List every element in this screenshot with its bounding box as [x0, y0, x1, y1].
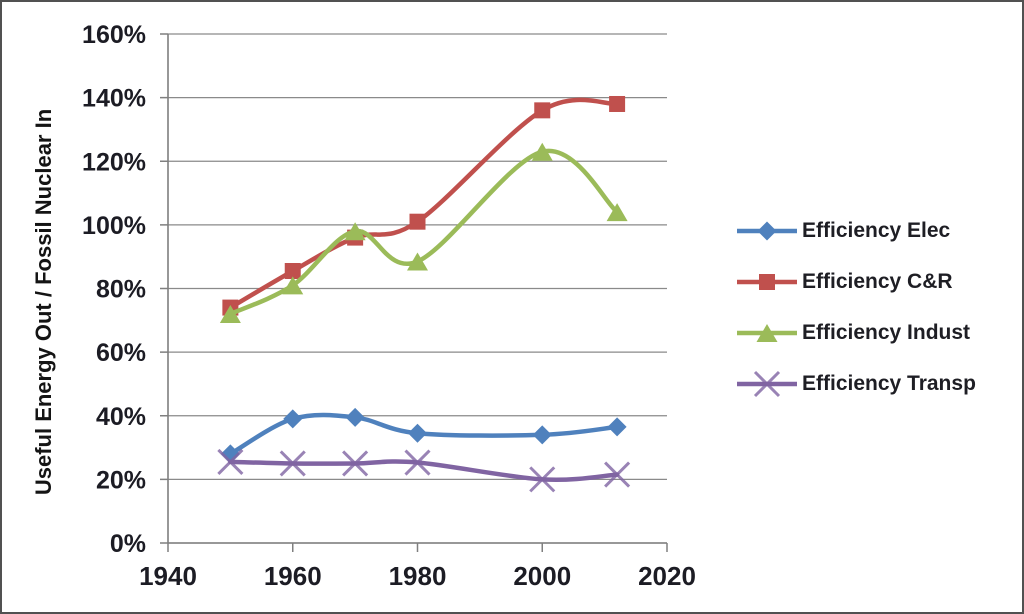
series-marker-efficiency-indust	[606, 203, 628, 222]
series-marker-efficiency-c-r	[284, 263, 301, 280]
series-marker-efficiency-indust	[219, 304, 241, 323]
x-tick-label: 1940	[139, 561, 197, 591]
y-tick-label: 80%	[96, 276, 146, 304]
series-marker-efficiency-indust	[531, 142, 553, 161]
series-marker-efficiency-c-r	[534, 102, 551, 119]
series-marker-efficiency-indust	[407, 252, 428, 271]
series-marker-efficiency-indust	[344, 222, 366, 241]
series-marker-efficiency-c-r	[409, 213, 426, 230]
series-marker-efficiency-c-r	[609, 95, 626, 112]
series-marker-efficiency-elec	[607, 417, 627, 437]
x-tick-label: 1980	[389, 561, 447, 591]
series-marker-efficiency-transp	[404, 449, 431, 476]
y-tick-label: 120%	[82, 148, 146, 176]
y-tick-label: 100%	[82, 212, 146, 240]
y-tick-label: 60%	[96, 339, 146, 367]
series-marker-efficiency-transp	[342, 450, 369, 477]
y-tick-label: 140%	[82, 85, 146, 113]
series-marker-efficiency-elec	[283, 409, 303, 429]
series-marker-efficiency-elec	[345, 407, 365, 427]
x-tick-label: 2000	[513, 561, 571, 591]
series-marker-efficiency-transp	[279, 450, 306, 477]
series-marker-efficiency-transp	[529, 466, 556, 493]
series-marker-efficiency-elec	[532, 425, 552, 445]
series-marker-efficiency-transp	[604, 461, 631, 488]
y-tick-label: 20%	[96, 466, 146, 494]
x-tick-label: 1960	[264, 561, 322, 591]
y-tick-label: 40%	[96, 403, 146, 431]
series-marker-efficiency-indust	[282, 276, 304, 295]
y-tick-label: 0%	[110, 530, 146, 558]
series-marker-efficiency-elec	[408, 423, 427, 443]
y-tick-label: 160%	[82, 21, 146, 49]
x-tick-label: 2020	[638, 561, 696, 591]
series-marker-efficiency-transp	[217, 448, 244, 475]
